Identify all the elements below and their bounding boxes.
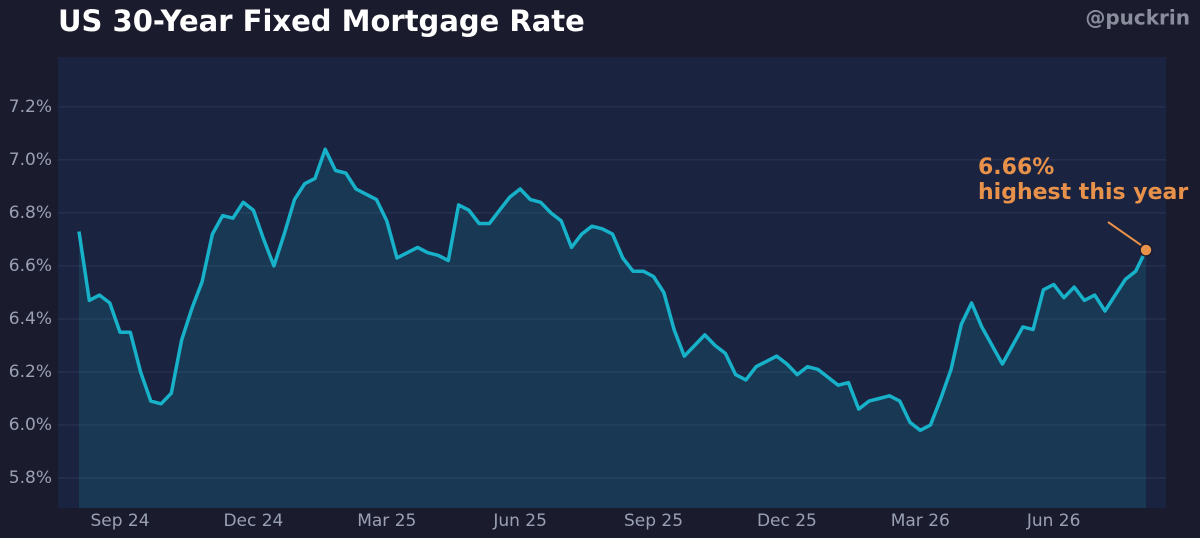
x-tick-label: Jun 25: [492, 511, 547, 531]
x-tick-label: Dec 24: [223, 511, 283, 531]
y-tick-label: 6.4%: [9, 309, 52, 329]
x-tick-label: Sep 25: [624, 511, 683, 531]
annotation-arrow: [1107, 221, 1142, 246]
y-tick-label: 6.6%: [9, 256, 52, 276]
y-tick-label: 6.0%: [9, 415, 52, 435]
annotation-text: highest this year: [978, 180, 1188, 205]
chart-title: US 30-Year Fixed Mortgage Rate: [58, 4, 585, 38]
highlight-point: [1139, 243, 1153, 257]
y-tick-label: 7.2%: [9, 97, 52, 117]
y-tick-label: 6.8%: [9, 203, 52, 223]
annotation-text: 6.66%: [978, 155, 1054, 180]
y-tick-label: 5.8%: [9, 468, 52, 488]
y-tick-label: 7.0%: [9, 150, 52, 170]
y-tick-label: 6.2%: [9, 362, 52, 382]
x-tick-label: Mar 26: [891, 511, 950, 531]
line: [77, 147, 1148, 433]
plot-area: [58, 57, 1166, 508]
x-tick-label: Dec 25: [757, 511, 817, 531]
area-fill: [79, 149, 1146, 509]
x-tick-label: Jun 26: [1026, 511, 1081, 531]
x-tick-label: Sep 24: [90, 511, 149, 531]
x-tick-label: Mar 25: [357, 511, 416, 531]
watermark: @puckrin: [1085, 6, 1190, 30]
